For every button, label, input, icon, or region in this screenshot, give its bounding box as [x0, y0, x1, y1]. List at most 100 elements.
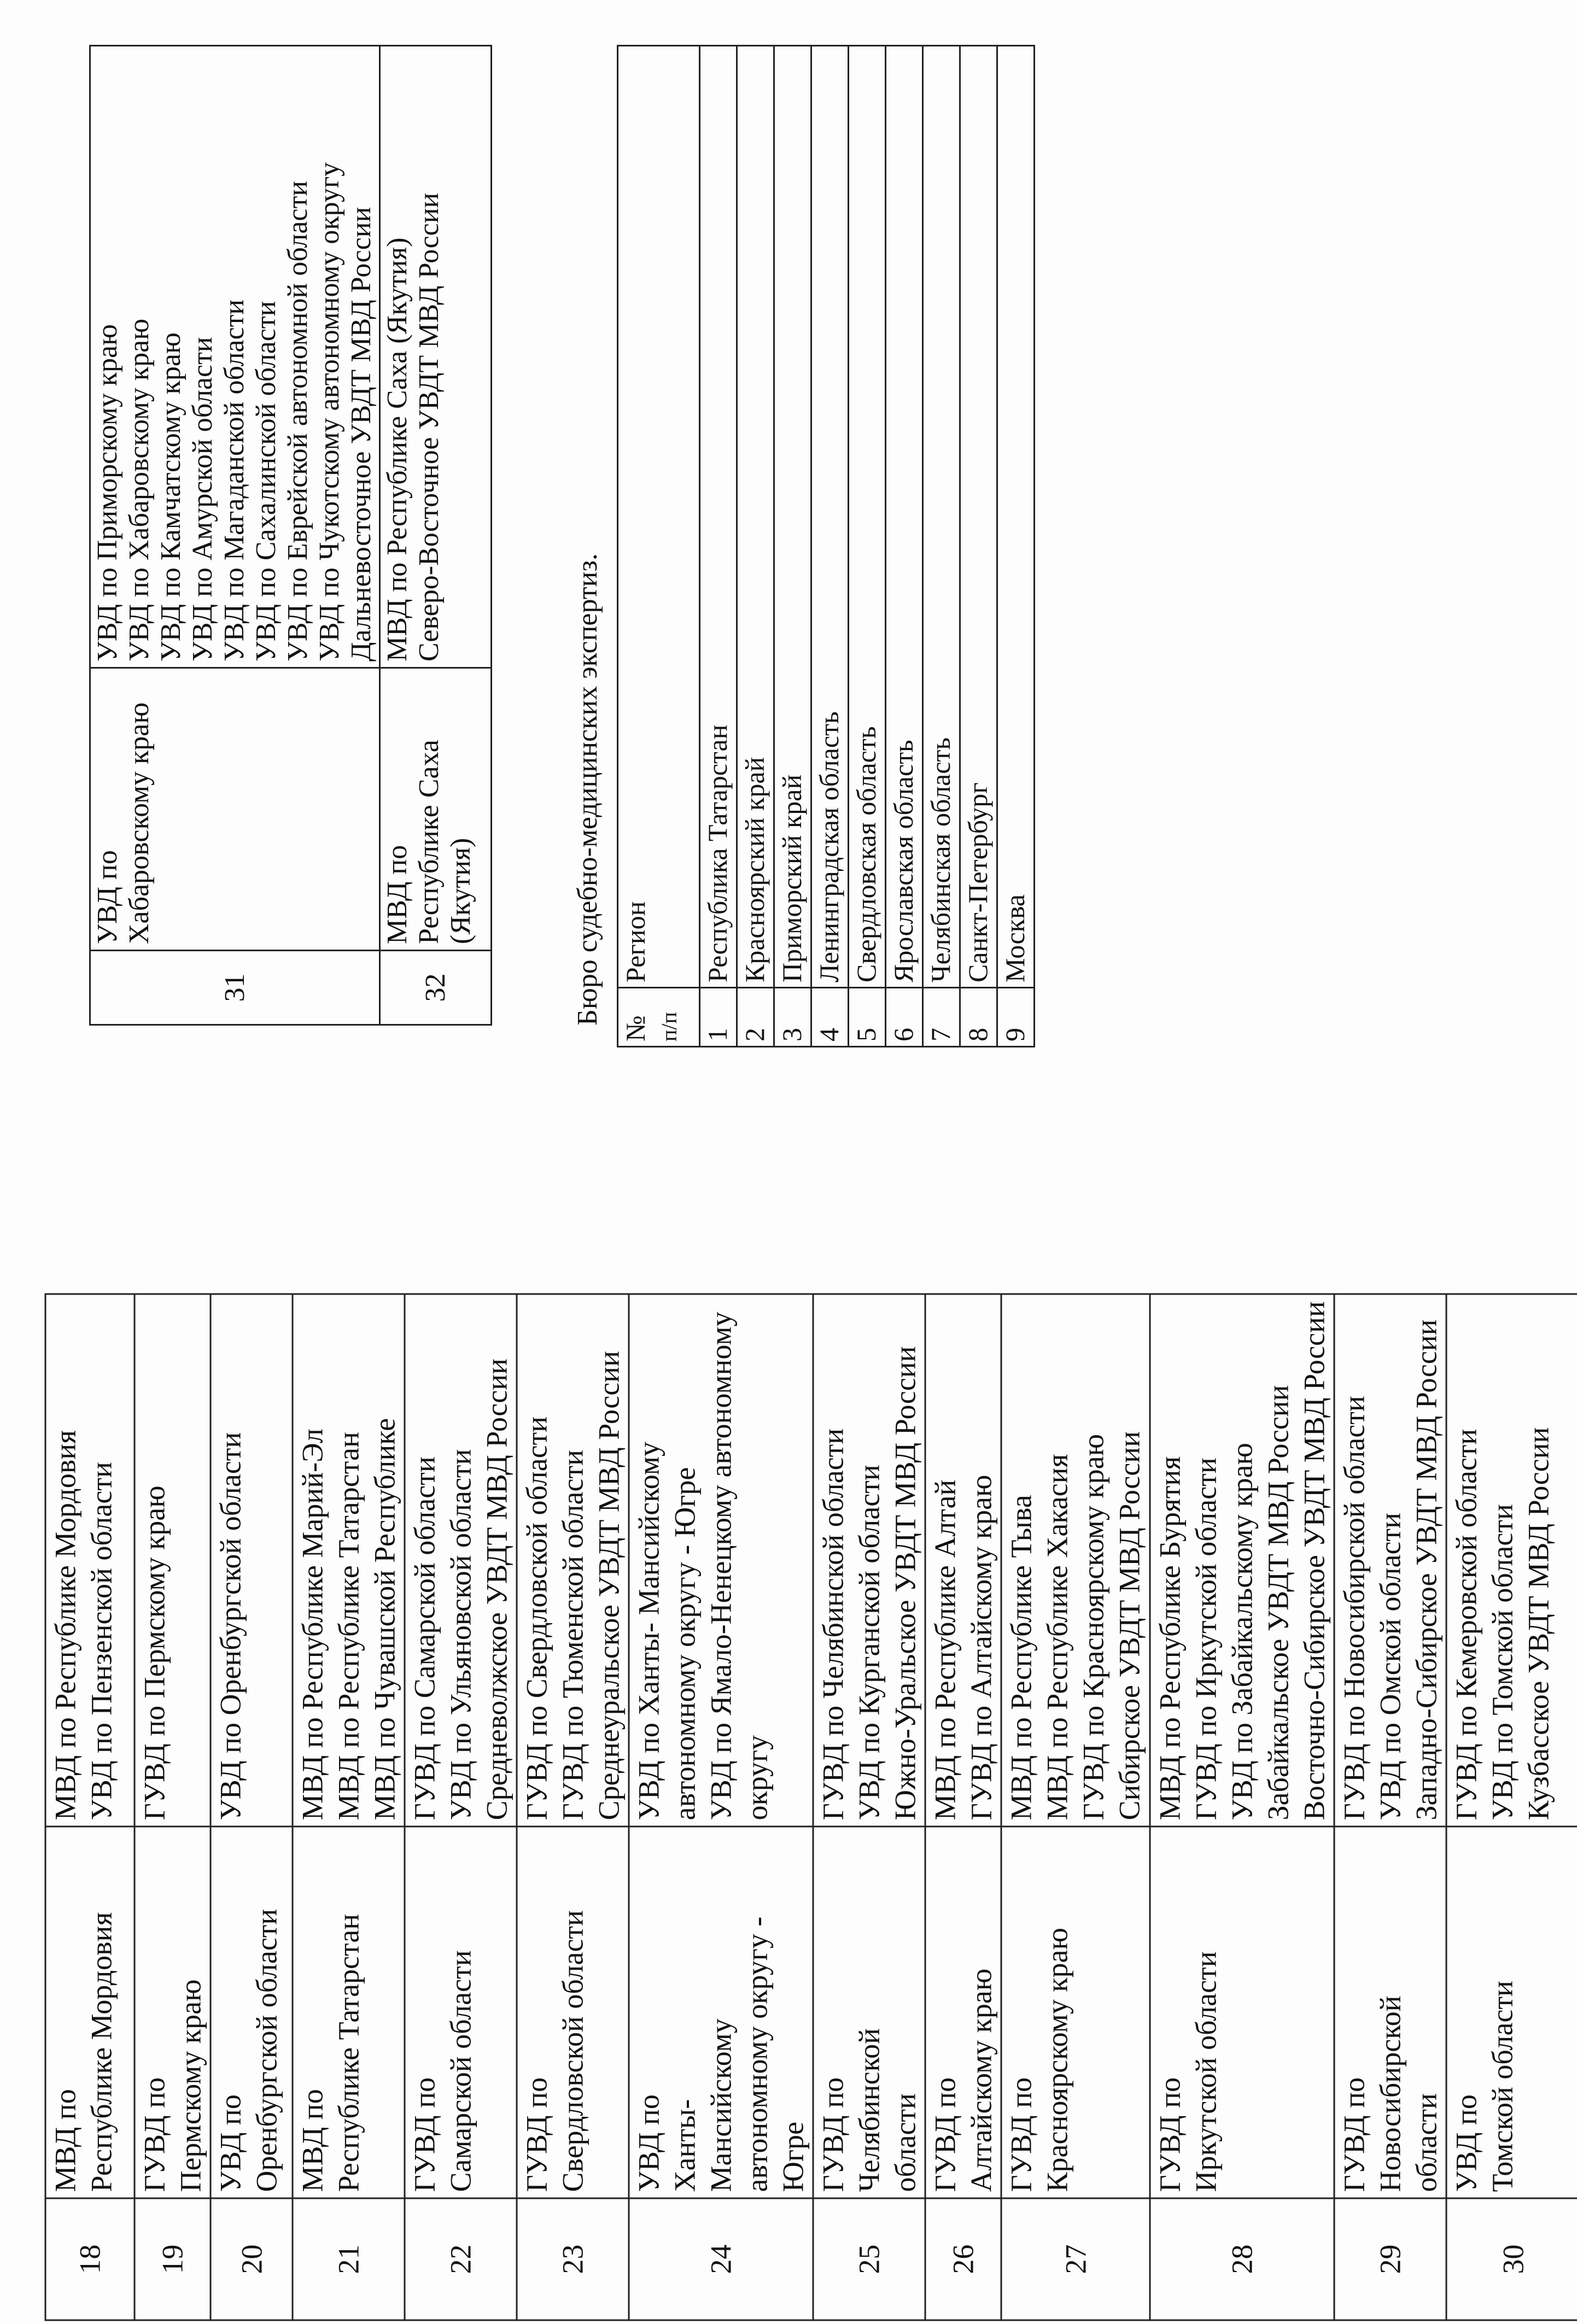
row-number: 30: [1446, 2198, 1577, 2320]
region-name: Свердловская область: [848, 45, 886, 988]
row-number: 1: [699, 987, 737, 1047]
department-name-line: Пермскому краю: [174, 1979, 207, 2192]
unit-line: ГУВД по Свердловской области: [520, 1416, 553, 1820]
unit-line: ГУВД по Алтайскому краю: [965, 1474, 998, 1820]
unit-line: УВД по Пензенской области: [85, 1462, 118, 1820]
table-row: 7 Челябинская область: [922, 45, 960, 1047]
subordinate-units: ГУВД по Челябинской области УВД по Курган…: [813, 1294, 925, 1827]
header-number-abbr: п/п: [657, 1012, 681, 1041]
table-row: 19 ГУВД по Пермскому краю ГУВД по Пермскому…: [135, 1294, 211, 2320]
department-name-line: МВД по: [382, 845, 413, 944]
unit-line: МВД по Республике Хакасия: [1041, 1454, 1074, 1820]
region-name: Приморский край: [774, 45, 811, 988]
unit-line: МВД по Республике Бурятия: [1153, 1456, 1187, 1820]
table-row: 31 УВД по Хабаровскому краю УВД по Приморск…: [90, 45, 380, 1025]
unit-line: Среднеуральское УВДТ МВД России: [592, 1351, 626, 1820]
subordinate-units: МВД по Республике Мордовия УВД по Пензенс…: [45, 1294, 135, 1827]
table-row: 24 УВД по Ханты- Мансийскому автономному окр…: [629, 1294, 813, 2320]
mvd-table-part-1: 18 МВД по Республике Мордовия МВД по Респуб…: [45, 1293, 1577, 2321]
department-name-line: УВД по: [1450, 2094, 1483, 2192]
row-number: 9: [997, 987, 1035, 1047]
region-name: Москва: [997, 45, 1035, 988]
department-name: ГУВД по Пермскому краю: [135, 1827, 211, 2198]
department-name-line: УВД по: [214, 2094, 247, 2192]
table-row: 22 ГУВД по Самарской области ГУВД по Самарс…: [405, 1294, 517, 2320]
subordinate-units: ГУВД по Кемеровской области УВД по Томско…: [1446, 1294, 1577, 1827]
table-row: 9 Москва: [997, 45, 1035, 1047]
department-name: УВД по Ханты- Мансийскому автономному округ…: [629, 1827, 813, 2198]
subordinate-units: УВД по Приморскому краю УВД по Хабаровско…: [90, 45, 380, 668]
table-row: 8 Санкт-Петербург: [960, 45, 997, 1047]
table-row: 6 Ярославская область: [885, 45, 923, 1047]
subordinate-units: УВД по Ханты- Мансийскому автономному окр…: [629, 1294, 813, 1827]
unit-line: Дальневосточное УВДТ МВД России: [346, 207, 377, 662]
table-header-row: № п/п Регион: [617, 45, 700, 1047]
department-name-line: Свердловской области: [556, 1910, 589, 2192]
department-name-line: Республике Мордовия: [85, 1912, 118, 2192]
department-name: УВД по Оренбургской области: [211, 1827, 293, 2198]
department-name-line: ГУВД по: [1004, 2077, 1038, 2192]
department-name-line: (Якутия): [445, 838, 476, 944]
department-name-line: автономному округу -: [740, 1916, 774, 2192]
unit-line: МВД по Республике Татарстан: [332, 1432, 365, 1820]
unit-line: УВД по Амурской области: [187, 337, 218, 662]
table-row: 25 ГУВД по Челябинской области ГУВД по Челяб…: [813, 1294, 925, 2320]
unit-line: УВД по Курганской области: [852, 1465, 886, 1820]
unit-line: МВД по Республике Тыва: [1004, 1495, 1038, 1820]
subordinate-units: ГУВД по Новосибирской области УВД по Омск…: [1334, 1294, 1446, 1827]
unit-line: УВД по Ульяновской области: [444, 1449, 477, 1820]
department-name-line: МВД по: [296, 2089, 329, 2192]
unit-line: ГУВД по Пермскому краю: [138, 1485, 171, 1820]
department-name-line: области: [889, 2093, 922, 2192]
unit-line: округу: [740, 1735, 774, 1820]
subordinate-units: МВД по Республике Алтай ГУВД по Алтайском…: [925, 1294, 1001, 1827]
unit-line: УВД по Чукотскому автономному округу: [314, 162, 345, 662]
department-name-line: Красноярскому краю: [1041, 1928, 1074, 2192]
table-row: 2 Красноярский край: [737, 45, 774, 1047]
department-name-line: Самарской области: [444, 1950, 477, 2192]
department-name: ГУВД по Иркутской области: [1150, 1827, 1334, 2198]
department-name-line: УВД по: [92, 850, 123, 944]
table-row: 18 МВД по Республике Мордовия МВД по Респуб…: [45, 1294, 135, 2320]
row-number: 19: [135, 2198, 211, 2320]
unit-line: УВД по Камчатскому краю: [155, 332, 186, 662]
department-name-line: Томской области: [1486, 1981, 1519, 2192]
subordinate-units: ГУВД по Самарской области УВД по Ульяновс…: [405, 1294, 517, 1827]
region-name: Челябинская область: [922, 45, 960, 988]
row-number: 21: [293, 2198, 405, 2320]
department-name-line: Оренбургской области: [250, 1909, 283, 2192]
unit-line: УВД по Сахалинской области: [250, 301, 282, 662]
row-number: 25: [813, 2198, 925, 2320]
row-number: 27: [1001, 2198, 1150, 2320]
unit-line: ГУВД по Самарской области: [408, 1456, 441, 1820]
department-name-line: ГУВД по: [520, 2077, 553, 2192]
table-row: 28 ГУВД по Иркутской области МВД по Республ…: [1150, 1294, 1334, 2320]
row-number: 22: [405, 2198, 517, 2320]
row-number: 6: [885, 987, 923, 1047]
unit-line: Сибирское УВДТ МВД России: [1113, 1431, 1146, 1820]
unit-line: ГУВД по Иркутской области: [1189, 1457, 1223, 1820]
table-row: 21 МВД по Республике Татарстан МВД по Респу…: [293, 1294, 405, 2320]
department-name-line: Мансийскому: [704, 2018, 738, 2192]
row-number: 3: [774, 987, 811, 1047]
row-number: 26: [925, 2198, 1001, 2320]
department-name-line: ГУВД по: [1153, 2077, 1187, 2192]
row-number: 28: [1150, 2198, 1334, 2320]
unit-line: УВД по Оренбургской области: [214, 1432, 247, 1820]
department-name: ГУВД по Новосибирской области: [1334, 1827, 1446, 2198]
unit-line: УВД по Магаданской области: [219, 299, 250, 662]
unit-line: УВД по Хабаровскому краю: [124, 318, 155, 662]
row-number: 7: [922, 987, 960, 1047]
department-name: МВД по Республике Мордовия: [45, 1827, 135, 2198]
table-row: 20 УВД по Оренбургской области УВД по Оренб…: [211, 1294, 293, 2320]
region-name: Ленинградская область: [811, 45, 849, 988]
table-row: 32 МВД по Республике Саха (Якутия) МВД по Ре…: [379, 45, 492, 1025]
unit-line: Восточно-Сибирское УВДТ МВД России: [1298, 1301, 1331, 1820]
mvd-table-part-2: 31 УВД по Хабаровскому краю УВД по Приморск…: [89, 45, 492, 1026]
unit-line: МВД по Республике Алтай: [928, 1479, 962, 1820]
unit-line: ГУВД по Красноярскому краю: [1077, 1434, 1110, 1820]
unit-line: МВД по Республике Марий-Эл: [296, 1429, 329, 1820]
row-number: 23: [517, 2198, 629, 2320]
forensic-bureau-table: № п/п Регион 1 Республика Татарстан 2 Красн…: [617, 45, 1035, 1047]
subordinate-units: МВД по Республике Тыва МВД по Республике …: [1001, 1294, 1150, 1827]
